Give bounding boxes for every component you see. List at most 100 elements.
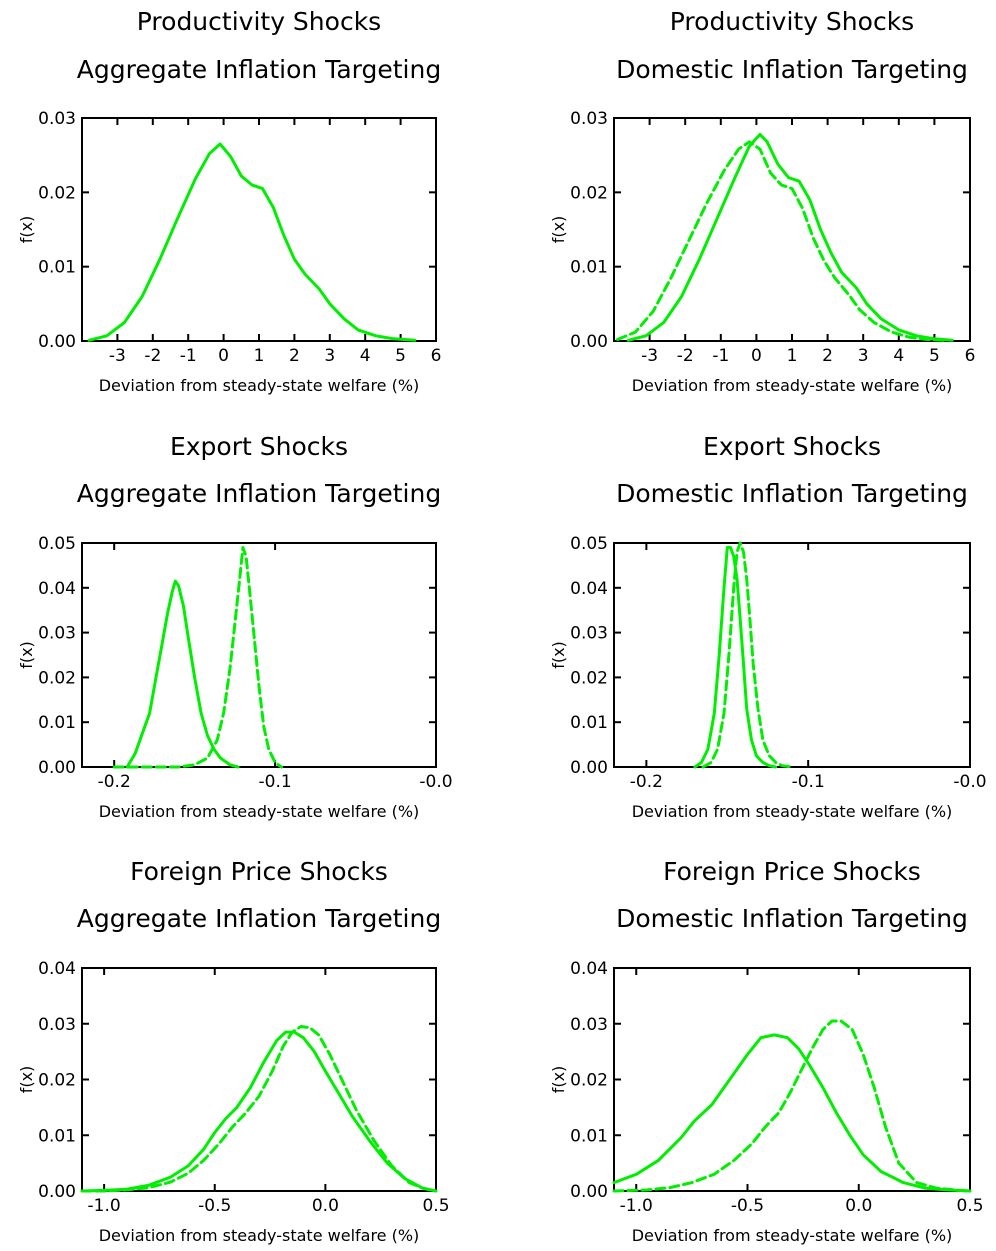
y-tick-label: 0.01 (570, 713, 608, 733)
y-tick-label: 0.00 (570, 758, 608, 778)
panel-title-line-1: Foreign Price Shocks (663, 857, 921, 886)
x-tick-label: 0.5 (422, 1196, 449, 1216)
x-tick-label: 6 (431, 346, 442, 366)
x-tick-label: -0.0 (953, 772, 986, 792)
x-tick-label: 0 (218, 346, 229, 366)
solid-density-line (612, 1033, 972, 1193)
x-tick-label: -0.2 (98, 772, 131, 792)
y-tick-label: 0.01 (38, 1126, 76, 1146)
x-tick-label: -1 (712, 346, 729, 366)
panel-title-line-1: Export Shocks (703, 432, 881, 461)
y-tick-label: 0.04 (38, 579, 76, 599)
panel-4: Export Shocks Domestic Inflation Targetin… (549, 432, 987, 821)
x-tick-label: 2 (289, 346, 300, 366)
x-tick-label: 0.0 (312, 1196, 339, 1216)
y-tick-label: 0.05 (570, 534, 608, 554)
panel-title-line-1: Productivity Shocks (137, 7, 381, 36)
panel-6: Foreign Price Shocks Domestic Inflation T… (549, 857, 984, 1245)
y-tick-label: 0.04 (570, 579, 608, 599)
y-axis-label: f(x) (17, 216, 36, 244)
x-tick-label: 0.5 (956, 1196, 983, 1216)
x-tick-label: -1 (180, 346, 197, 366)
x-tick-label: -0.1 (259, 772, 292, 792)
x-tick-label: -0.2 (630, 772, 663, 792)
y-tick-label: 0.01 (570, 258, 608, 278)
y-axis-label: f(x) (17, 641, 36, 669)
x-tick-label: 5 (395, 346, 406, 366)
y-tick-label: 0.03 (38, 109, 76, 129)
y-tick-label: 0.04 (570, 959, 608, 979)
plot-frame (613, 542, 971, 768)
x-axis-label: Deviation from steady-state welfare (%) (632, 802, 953, 821)
y-axis-label: f(x) (549, 1066, 568, 1094)
y-tick-label: 0.04 (38, 959, 76, 979)
panel-1: Productivity Shocks Aggregate Inflation T… (17, 7, 441, 395)
dashed-density-line (80, 1025, 438, 1193)
solid-density-line (87, 142, 417, 342)
y-tick-label: 0.01 (570, 1126, 608, 1146)
panel-title-line-2: Aggregate Inflation Targeting (77, 904, 441, 933)
y-tick-label: 0.02 (38, 668, 76, 688)
plot-frame (613, 117, 971, 342)
solid-density-line (626, 132, 954, 342)
dashed-density-line (112, 546, 283, 769)
x-tick-label: 0 (751, 346, 762, 366)
panel-title-line-2: Domestic Inflation Targeting (616, 55, 968, 84)
x-tick-label: -1.0 (88, 1196, 121, 1216)
x-tick-label: 3 (324, 346, 335, 366)
y-tick-label: 0.00 (38, 332, 76, 352)
y-tick-label: 0.01 (38, 713, 76, 733)
y-tick-label: 0.00 (38, 758, 76, 778)
y-tick-label: 0.03 (570, 624, 608, 644)
plot-frame (613, 967, 971, 1192)
x-tick-label: 1 (254, 346, 265, 366)
y-tick-label: 0.00 (570, 332, 608, 352)
x-axis-label: Deviation from steady-state welfare (%) (99, 376, 420, 395)
x-axis-label: Deviation from steady-state welfare (%) (99, 1226, 420, 1245)
panel-3: Export Shocks Aggregate Inflation Targeti… (17, 432, 453, 821)
x-tick-label: -3 (641, 346, 658, 366)
y-tick-label: 0.02 (570, 183, 608, 203)
x-tick-label: -0.0 (419, 772, 452, 792)
x-tick-label: 1 (787, 346, 798, 366)
panel-title-line-2: Domestic Inflation Targeting (616, 479, 968, 508)
x-tick-label: -2 (677, 346, 694, 366)
x-axis-label: Deviation from steady-state welfare (%) (632, 1226, 953, 1245)
dashed-density-line (616, 140, 947, 342)
dashed-density-line (701, 541, 794, 769)
panel-title-line-2: Domestic Inflation Targeting (616, 904, 968, 933)
panel-title-line-1: Foreign Price Shocks (130, 857, 388, 886)
y-tick-label: 0.02 (38, 183, 76, 203)
y-axis-label: f(x) (549, 641, 568, 669)
solid-density-line (80, 1030, 438, 1193)
y-tick-label: 0.03 (38, 624, 76, 644)
x-tick-label: 4 (893, 346, 904, 366)
x-axis-label: Deviation from steady-state welfare (%) (99, 802, 420, 821)
y-tick-label: 0.02 (570, 668, 608, 688)
x-tick-label: -0.5 (731, 1196, 764, 1216)
y-tick-label: 0.05 (38, 534, 76, 554)
x-tick-label: 6 (965, 346, 976, 366)
x-tick-label: 5 (929, 346, 940, 366)
x-axis-label: Deviation from steady-state welfare (%) (632, 376, 953, 395)
x-tick-label: 0.0 (845, 1196, 872, 1216)
x-tick-label: -3 (109, 346, 126, 366)
dashed-density-line (612, 1019, 972, 1193)
x-tick-label: 2 (822, 346, 833, 366)
y-axis-label: f(x) (549, 216, 568, 244)
panel-title-line-1: Export Shocks (170, 432, 348, 461)
y-tick-label: 0.03 (570, 109, 608, 129)
solid-density-line (693, 546, 778, 769)
panel-title-line-1: Productivity Shocks (670, 7, 914, 36)
y-tick-label: 0.00 (38, 1182, 76, 1202)
solid-density-line (125, 579, 240, 769)
y-tick-label: 0.01 (38, 258, 76, 278)
panel-2: Productivity Shocks Domestic Inflation Ta… (549, 7, 975, 395)
x-tick-label: -0.5 (198, 1196, 231, 1216)
x-tick-label: 3 (858, 346, 869, 366)
panel-title-line-2: Aggregate Inflation Targeting (77, 55, 441, 84)
y-tick-label: 0.03 (38, 1015, 76, 1035)
y-tick-label: 0.02 (570, 1071, 608, 1091)
panel-5: Foreign Price Shocks Aggregate Inflation … (17, 857, 450, 1245)
